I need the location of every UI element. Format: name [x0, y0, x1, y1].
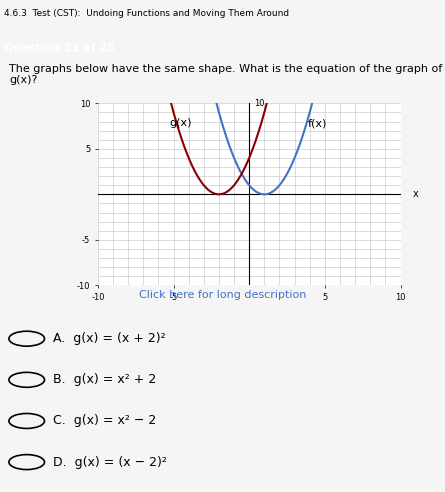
Text: The graphs below have the same shape. What is the equation of the graph of
g(x)?: The graphs below have the same shape. Wh…	[9, 63, 442, 85]
Text: x: x	[413, 189, 418, 199]
Text: g(x): g(x)	[170, 118, 192, 128]
Text: C.  g(x) = x² − 2: C. g(x) = x² − 2	[53, 414, 157, 428]
Text: 4.6.3  Test (CST):  Undoing Functions and Moving Them Around: 4.6.3 Test (CST): Undoing Functions and …	[4, 8, 290, 18]
Text: D.  g(x) = (x − 2)²: D. g(x) = (x − 2)²	[53, 456, 167, 468]
Text: A.  g(x) = (x + 2)²: A. g(x) = (x + 2)²	[53, 332, 166, 345]
Text: x: x	[0, 491, 1, 492]
Text: f(x): f(x)	[307, 118, 327, 128]
Text: 10: 10	[254, 99, 264, 108]
Text: B.  g(x) = x² + 2: B. g(x) = x² + 2	[53, 373, 157, 386]
Text: Question 21 of 25: Question 21 of 25	[4, 43, 115, 53]
Text: Click here for long description: Click here for long description	[139, 290, 306, 300]
